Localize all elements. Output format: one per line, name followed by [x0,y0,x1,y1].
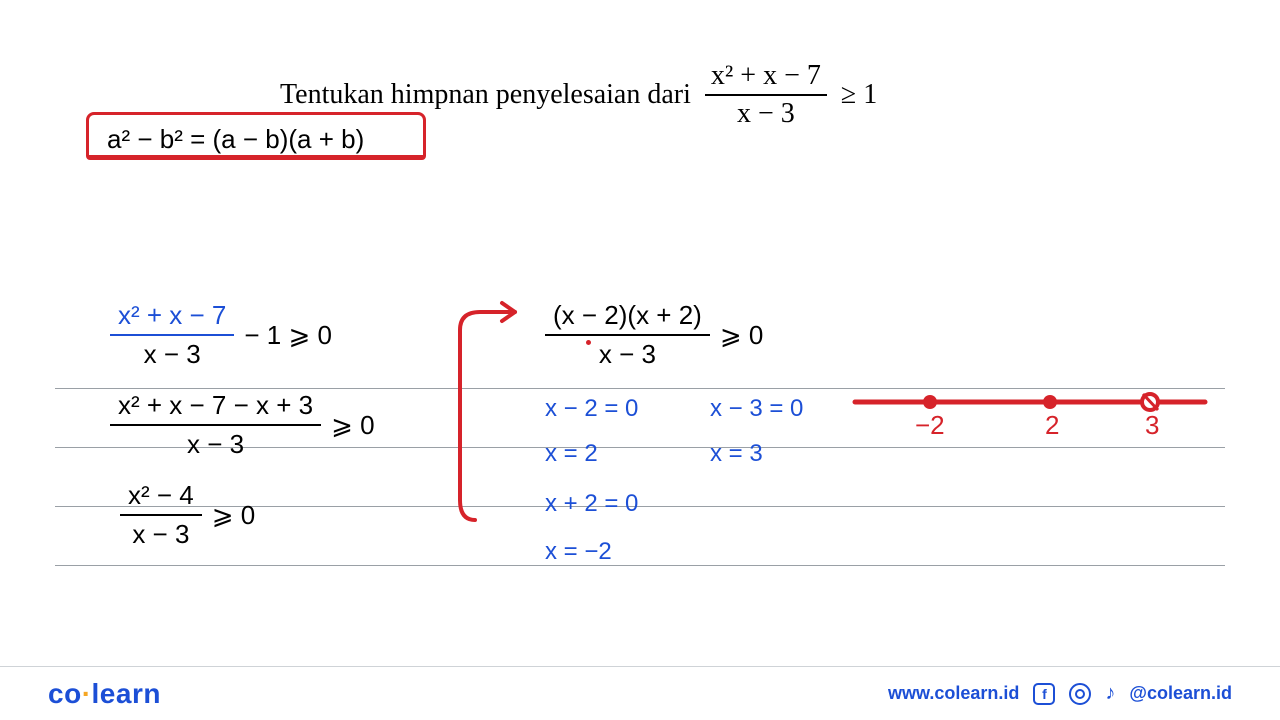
eq-x-plus-2: x + 2 = 0 [545,490,638,518]
step3-num: x² − 4 [120,480,202,516]
step2-num: x² + x − 7 − x + 3 [110,390,321,426]
sol-x-neg2: x = −2 [545,538,612,566]
step2-den: x − 3 [179,426,252,460]
eq-x-minus-3: x − 3 = 0 [710,395,803,423]
problem-relation: ≥ 1 [841,79,877,111]
red-arrow [440,300,540,530]
problem-numerator: x² + x − 7 [705,60,827,96]
factored-den: x − 3 [591,336,664,370]
instagram-icon [1069,683,1091,705]
footer-handle: @colearn.id [1129,683,1232,704]
eq-x-minus-2: x − 2 = 0 [545,395,638,423]
problem-prefix: Tentukan himpnan penyelesaian dari [280,79,691,111]
logo-dot: · [82,678,92,709]
sol-x-3: x = 3 [710,440,763,468]
step-3: x² − 4 x − 3 ⩾ 0 [120,480,255,550]
factored-num: (x − 2)(x + 2) [545,300,710,336]
step1-num: x² + x − 7 [110,300,234,336]
formula-text: a² − b² = (a − b)(a + b) [95,120,376,161]
sol-x-2: x = 2 [545,440,598,468]
problem-denominator: x − 3 [731,96,801,130]
numline-label-3: 3 [1145,410,1159,441]
facebook-icon: f [1033,683,1055,705]
logo: co·learn [48,678,161,710]
numline-label-neg2: −2 [915,410,945,441]
footer-right: www.colearn.id f ♪ @colearn.id [888,682,1232,705]
footer-bar: co·learn www.colearn.id f ♪ @colearn.id [0,666,1280,720]
red-dot [586,340,591,345]
step2-after: ⩾ 0 [331,410,374,441]
factored-after: ⩾ 0 [720,320,763,351]
logo-co: co [48,678,82,709]
footer-url: www.colearn.id [888,683,1019,704]
step3-after: ⩾ 0 [212,500,255,531]
factored: (x − 2)(x + 2) x − 3 ⩾ 0 [545,300,763,370]
step-2: x² + x − 7 − x + 3 x − 3 ⩾ 0 [110,390,375,460]
whiteboard: Tentukan himpnan penyelesaian dari x² + … [0,0,1280,720]
problem-fraction: x² + x − 7 x − 3 [705,60,827,130]
step1-after: − 1 ⩾ 0 [244,320,332,351]
step-1: x² + x − 7 x − 3 − 1 ⩾ 0 [110,300,332,370]
logo-learn: learn [92,678,161,709]
numline-label-2: 2 [1045,410,1059,441]
step3-den: x − 3 [124,516,197,550]
step1-den: x − 3 [136,336,209,370]
tiktok-icon: ♪ [1105,682,1115,705]
